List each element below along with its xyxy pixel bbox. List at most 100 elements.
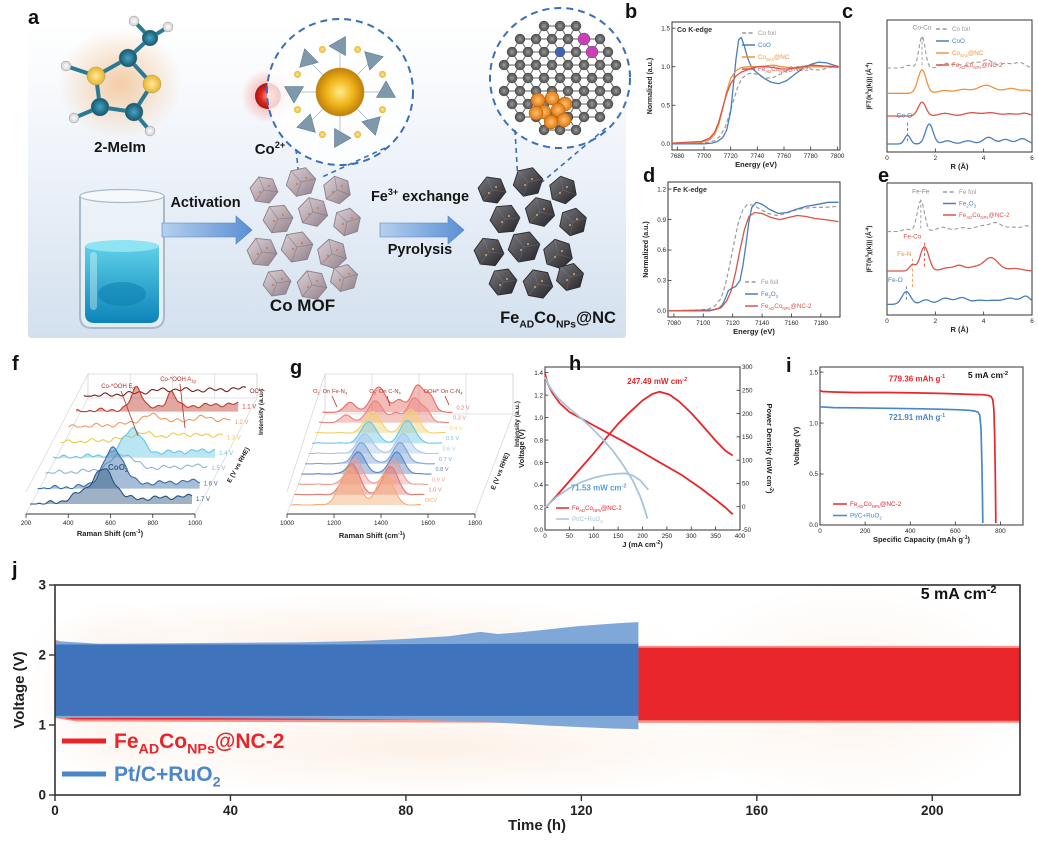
- crystal-facet: [513, 234, 525, 248]
- y-tick-label: 1.0: [809, 420, 818, 427]
- molecule-atom: [162, 21, 174, 33]
- crystal-facet: [340, 277, 345, 292]
- crystal-speckle: [553, 255, 557, 259]
- molecule-atom: [144, 125, 156, 137]
- x-tick-label: 600: [105, 520, 116, 527]
- y-tick-label: 0.9: [657, 217, 666, 224]
- crystal-speckle: [331, 190, 335, 194]
- crystal-facet: [562, 189, 577, 196]
- zif-tetrahedron: [334, 127, 352, 149]
- x-tick-label: 300: [686, 533, 697, 540]
- crystal-speckle: [498, 283, 502, 287]
- crystal-speckle: [307, 212, 311, 216]
- crystal-facet: [554, 239, 559, 255]
- annotation: 779.36 mAh g-1: [889, 374, 945, 383]
- x-tick-label: 400: [735, 533, 746, 540]
- crystal-speckle: [519, 248, 523, 252]
- trace-fill-0.2 V: [322, 384, 453, 413]
- crystal-facet: [527, 178, 543, 183]
- molecule-atom: [60, 60, 72, 72]
- trace-label: 1.0 V: [429, 488, 442, 494]
- x-tick-label: 100: [588, 533, 599, 540]
- trace-1.5 V: [45, 453, 208, 474]
- series-CoO: [887, 123, 1033, 145]
- legend-label: Co foil: [952, 26, 970, 33]
- carbon-atom: [578, 59, 590, 71]
- crystal-speckle: [300, 241, 304, 245]
- carbon-atom: [538, 72, 550, 84]
- panel-d-chart: 7080 7100 7120 7140 7160 7180 0.0 0.3 0.6 0.9 1.2 F…: [643, 181, 841, 336]
- annotation: CoO2: [108, 463, 128, 474]
- x-tick-label: 0: [885, 318, 889, 325]
- legend-label: CoO: [758, 42, 771, 49]
- trace-1.2 V: [68, 412, 231, 428]
- crystal-speckle: [500, 220, 504, 224]
- plot-frame: [54, 584, 1021, 796]
- panel-label-g: g: [290, 357, 303, 379]
- crystal-facet: [552, 189, 564, 200]
- crystal-speckle: [347, 272, 351, 276]
- x-axis-label: Energy (eV): [733, 327, 775, 336]
- intensity-axis-label: Intensity (a.u.): [258, 389, 265, 435]
- crystal-facet: [569, 273, 584, 278]
- legend-label: FeADCoNPs@NC-2: [959, 212, 1010, 220]
- panel-label-e: e: [878, 165, 890, 187]
- crystal-facet: [286, 234, 298, 248]
- crystal-speckle: [542, 207, 546, 211]
- crystal-speckle: [306, 285, 310, 289]
- crystal-facet: [336, 189, 351, 196]
- crystal-speckle: [487, 191, 491, 195]
- legend-label: FeADCoNPs@NC-2: [114, 730, 284, 757]
- carbon-atom: [610, 59, 622, 71]
- y-tick-label: 0.0: [661, 141, 670, 148]
- annotation: 247.49 mW cm-2: [627, 377, 687, 386]
- panel-c-chart: 0 2 4 6 R (Å) |FT(k3χ(k))| (Å-4) Co-Co Co-O Co f…: [864, 19, 1034, 171]
- panel-e-chart: 0 2 4 6 R (Å) |FT(k3χ(k))| (Å-4) Fe-Fe Fe-Co Fe-…: [864, 182, 1034, 334]
- legend-label: Pt/C+RuO2: [572, 516, 603, 524]
- trace-fill-1.6 V: [37, 446, 200, 489]
- zif-node: [354, 130, 362, 138]
- annotation-line: [120, 390, 139, 437]
- x-tick-label: 150: [613, 533, 624, 540]
- crystal-facet: [546, 253, 559, 265]
- annotation: O2- On Fe-N4: [313, 387, 348, 396]
- crystal-facet: [276, 280, 291, 284]
- legend-label: Pt/C+RuO2: [114, 763, 221, 790]
- x-tick-label: 800: [995, 528, 1006, 535]
- legend-label: FeADCoNPs@NC-2: [572, 505, 622, 513]
- trace-fill-1.7 V: [30, 468, 192, 504]
- y-axis-label: Voltage (V): [517, 429, 526, 468]
- crystal: [489, 204, 521, 234]
- x-tick-label: 4: [982, 318, 986, 325]
- carbon-atom: [538, 46, 550, 58]
- x-tick-label: 0: [543, 533, 547, 540]
- x-tick-label: 2: [934, 155, 938, 162]
- crystal-speckle: [295, 182, 299, 186]
- y-axis-label: |FT(k3χ(k))| (Å-4): [864, 226, 873, 273]
- carbon-atom: [570, 46, 582, 58]
- crystal-facet: [482, 238, 490, 253]
- trace-0.9 V: [298, 457, 428, 485]
- x-tick-label: 200: [860, 528, 871, 535]
- carbon-atom: [578, 111, 590, 123]
- crystal-speckle: [533, 285, 537, 289]
- molecule-atom: [128, 15, 140, 27]
- x-tick-label: 400: [905, 528, 916, 535]
- panel-label-j: j: [12, 559, 18, 581]
- y-tick-label: 0.2: [534, 505, 543, 512]
- crystal-speckle: [350, 216, 354, 220]
- series-FeAD CoNPs@NC-2: [667, 211, 839, 312]
- carbon-atom: [570, 98, 582, 110]
- crystal-facet: [306, 270, 313, 286]
- crystal: [488, 268, 518, 296]
- trace-label: 1.7 V: [196, 497, 210, 503]
- crystal-speckle: [505, 277, 509, 281]
- trace-label: 0.5 V: [446, 436, 459, 442]
- crystal: [549, 175, 577, 205]
- crystal-facet: [497, 281, 504, 296]
- molecule-atom: [68, 112, 80, 124]
- trace-label: OCV: [425, 498, 437, 504]
- annotation: 721.91 mAh g-1: [889, 413, 945, 422]
- crystal-facet: [523, 181, 529, 197]
- carbon-atom: [586, 72, 598, 84]
